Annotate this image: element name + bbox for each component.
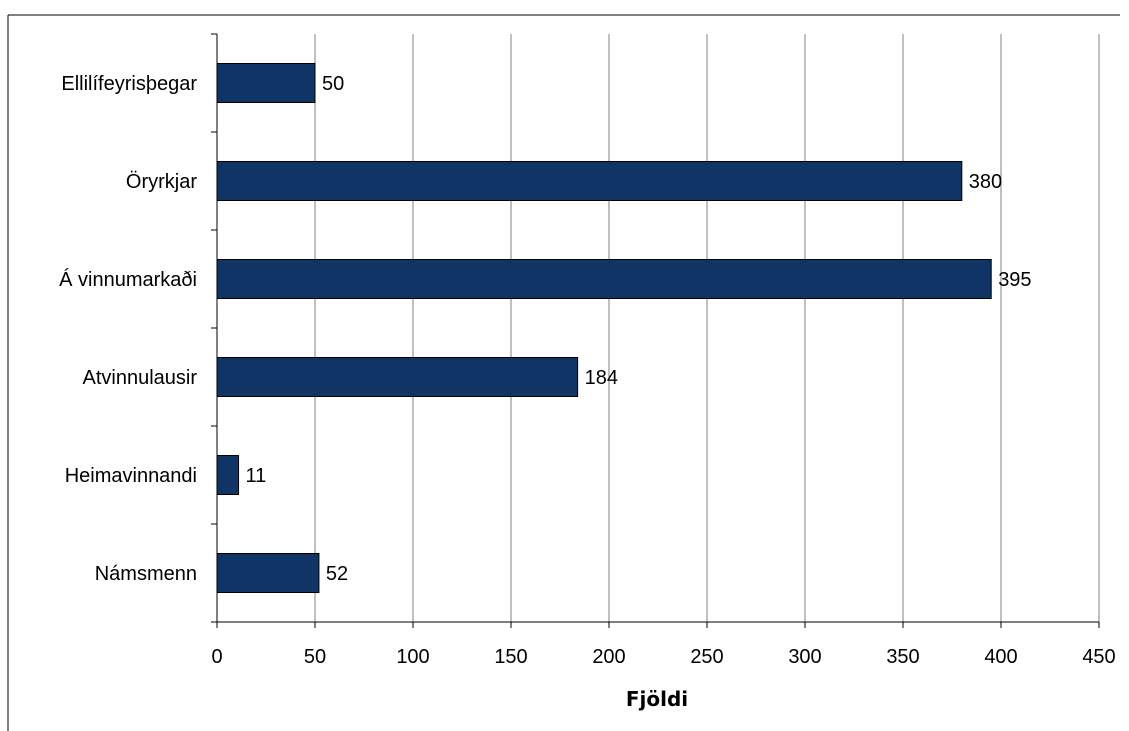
axes: [211, 33, 1100, 628]
x-tick-label-9: 450: [1082, 646, 1115, 668]
chart-frame: [7, 14, 1120, 731]
x-tick-label-3: 150: [494, 646, 527, 668]
data-label-0: 50: [322, 73, 344, 95]
data-label-4: 11: [246, 465, 267, 487]
category-label-4: Heimavinnandi: [65, 465, 197, 487]
gridlines: [314, 34, 1100, 622]
x-tick-label-1: 50: [304, 646, 326, 668]
category-label-0: Ellilífeyrisþegar: [61, 73, 197, 95]
x-tick-label-6: 300: [788, 646, 821, 668]
data-label-3: 184: [585, 367, 618, 389]
x-tick-label-4: 200: [592, 646, 625, 668]
data-label-2: 395: [998, 269, 1031, 291]
bar-5: [216, 553, 320, 593]
bar-0: [216, 63, 316, 103]
bar-1: [216, 161, 963, 201]
bars: [216, 63, 992, 593]
x-axis-title: Fjöldi: [626, 687, 688, 711]
x-tick-label-2: 100: [396, 646, 429, 668]
x-tick-label-5: 250: [690, 646, 723, 668]
bar-4: [216, 455, 240, 495]
category-label-1: Öryrkjar: [126, 171, 197, 193]
x-tick-label-7: 350: [886, 646, 919, 668]
category-label-2: Á vinnumarkaði: [59, 268, 197, 291]
bar-3: [216, 357, 579, 397]
category-label-3: Atvinnulausir: [82, 367, 197, 389]
category-label-5: Námsmenn: [95, 563, 197, 585]
labels: Ellilífeyrisþegar Öryrkjar Á vinnumarkaði A…: [59, 73, 1116, 668]
x-tick-label-8: 400: [984, 646, 1017, 668]
data-label-1: 380: [969, 171, 1002, 193]
bar-2: [216, 259, 992, 299]
data-label-5: 52: [326, 563, 348, 585]
x-tick-label-0: 0: [211, 646, 222, 668]
